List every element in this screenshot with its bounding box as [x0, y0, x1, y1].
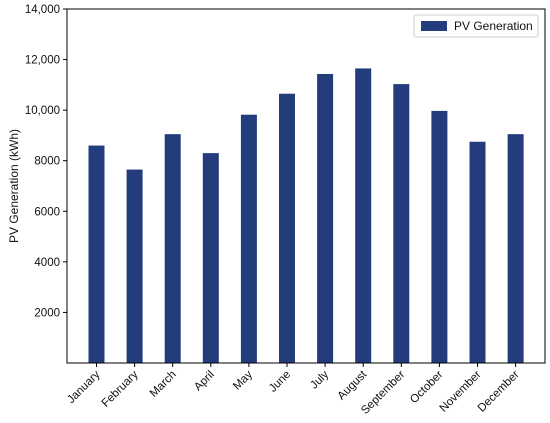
legend-box [413, 14, 539, 38]
y-tick-label: 12,000 [25, 55, 60, 67]
y-tick-label: 6000 [34, 206, 60, 218]
bar-october [431, 110, 448, 363]
x-tick-label-december: December [476, 369, 522, 415]
bar-november [469, 141, 486, 363]
y-axis-title: PV Generation (kWh) [7, 129, 21, 243]
x-tick-label-march: March [148, 369, 179, 400]
bar-july [317, 73, 334, 363]
bar-september [393, 84, 410, 363]
bar-january [88, 145, 105, 363]
bar-august [355, 68, 372, 364]
x-tick-label-october: October [408, 369, 446, 407]
bar-may [240, 114, 257, 364]
y-axis-ticks: 2000 4000 6000 8000 10,000 12,000 14,000 [25, 4, 67, 319]
legend: PV Generation [413, 14, 539, 38]
x-tick-label-april: April [192, 369, 217, 394]
y-tick-label: 2000 [34, 307, 60, 319]
legend-label: PV Generation [454, 19, 533, 33]
x-tick-label-february: February [100, 368, 141, 409]
y-tick-label: 8000 [34, 156, 60, 168]
bar-march [164, 134, 181, 363]
y-tick-label: 4000 [34, 257, 60, 269]
bar-april [202, 153, 219, 363]
x-tick-label-august: August [336, 368, 370, 402]
plot-frame [66, 8, 546, 364]
x-tick-label-june: June [267, 369, 293, 395]
bar-june [279, 93, 295, 363]
bar-december [507, 134, 524, 363]
x-tick-label-july: July [308, 368, 331, 391]
bar-february [126, 169, 143, 363]
legend-swatch [421, 21, 447, 31]
y-tick-label: 14,000 [25, 4, 60, 16]
bars [88, 68, 524, 364]
x-tick-label-january: January [65, 368, 103, 406]
x-tick-label-may: May [231, 368, 255, 392]
y-tick-label: 10,000 [25, 105, 60, 117]
